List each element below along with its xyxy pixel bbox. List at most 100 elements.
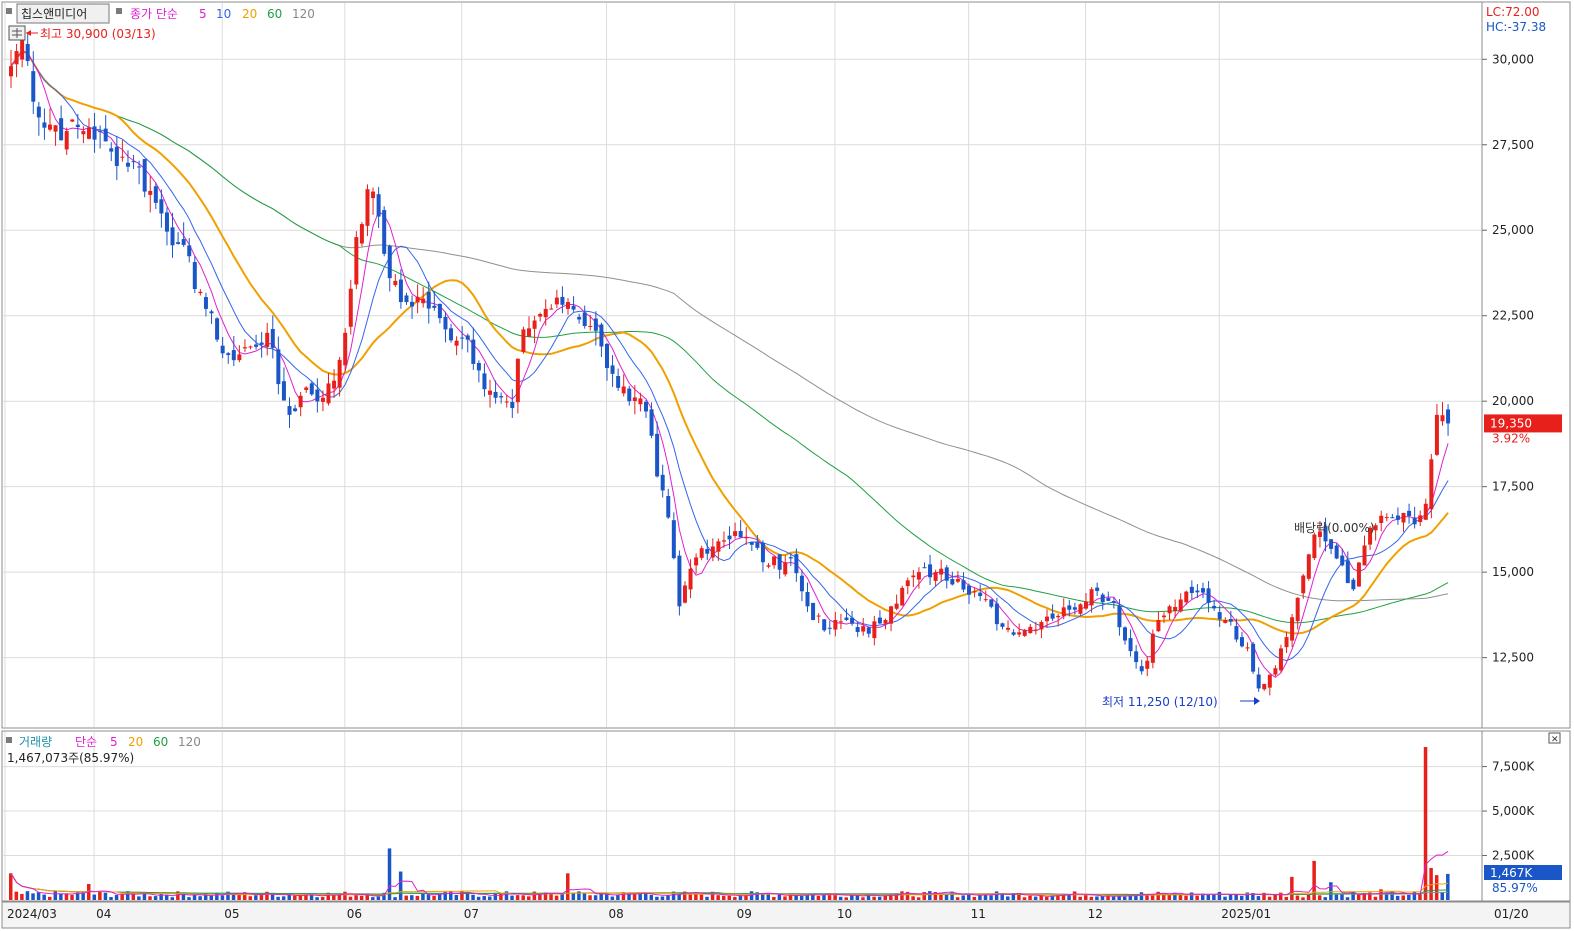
volume-ma-60[interactable]: 60: [153, 735, 168, 749]
volume-bar: [1390, 891, 1394, 900]
candle-body: [1356, 562, 1361, 587]
candle-body: [36, 106, 41, 118]
current-volume-tag: [1484, 865, 1562, 880]
ma-legend-label[interactable]: 종가 단순: [130, 7, 178, 21]
ma-legend-120[interactable]: 120: [292, 7, 315, 21]
volume-bar: [939, 892, 943, 900]
volume-bar: [1089, 896, 1094, 900]
hc-label: HC:-37.38: [1486, 20, 1546, 34]
candle-body: [699, 548, 704, 558]
volume-ma-label[interactable]: 단순: [75, 735, 97, 749]
ma-legend-5[interactable]: 5: [199, 7, 207, 21]
candle-body: [92, 126, 97, 140]
low-label: 최저 11,250 (12/10): [1102, 695, 1218, 709]
candle-body: [716, 541, 721, 552]
candle-body: [1312, 534, 1317, 559]
candle-body: [677, 555, 682, 607]
volume-bar: [359, 895, 364, 900]
candle-body: [20, 35, 25, 60]
candle-body: [571, 305, 576, 310]
volume-bar: [1050, 895, 1055, 900]
candle-body: [1184, 591, 1189, 603]
volume-bar: [209, 895, 214, 900]
volume-bar: [293, 895, 297, 900]
candle-body: [889, 606, 894, 624]
candle-body: [1273, 668, 1278, 675]
volume-bar: [1078, 896, 1082, 900]
volume-bar: [604, 893, 609, 900]
candle-body: [393, 280, 398, 286]
ma-legend-60[interactable]: 60: [267, 7, 282, 21]
price-tick-label: 22,500: [1492, 309, 1534, 323]
candle-body: [521, 329, 526, 352]
volume-bar: [1290, 876, 1294, 900]
candle-body: [721, 540, 726, 542]
current-change: 3.92%: [1492, 431, 1530, 445]
ma-legend-20[interactable]: 20: [242, 7, 257, 21]
volume-bar: [92, 894, 97, 900]
candle-body: [365, 189, 370, 226]
candle-body: [1161, 615, 1166, 618]
volume-bar: [1278, 892, 1283, 900]
volume-bar: [1256, 896, 1261, 900]
candle-body: [1351, 579, 1356, 590]
volume-bar: [582, 893, 587, 900]
price-tick-label: 30,000: [1492, 52, 1534, 66]
candle-body: [131, 161, 136, 163]
volume-bar: [465, 892, 470, 900]
volume-bar: [170, 897, 175, 900]
candle-body: [1189, 586, 1194, 593]
volume-bar: [376, 896, 381, 900]
candle-body: [850, 617, 855, 624]
candle-body: [822, 619, 827, 631]
candle-body: [794, 554, 799, 574]
volume-bar: [226, 891, 230, 900]
candle-body: [1178, 599, 1183, 612]
candle-body: [922, 567, 927, 569]
candle-body: [465, 335, 470, 340]
high-arrow-head-icon: [26, 30, 31, 36]
stock-name[interactable]: 칩스앤미디어: [21, 7, 87, 21]
candle-body: [1123, 627, 1127, 641]
volume-bar: [521, 895, 525, 900]
stock-selector[interactable]: [16, 3, 110, 24]
volume-bar: [1061, 894, 1066, 900]
candle-body: [978, 592, 983, 597]
volume-ma-5[interactable]: 5: [110, 735, 118, 749]
candle-body: [31, 71, 36, 102]
volume-bar: [1440, 892, 1444, 900]
ma-legend-10[interactable]: 10: [216, 7, 231, 21]
candle-body: [137, 166, 142, 168]
candle-body: [749, 541, 754, 545]
volume-ma-20[interactable]: 20: [128, 735, 143, 749]
close-panel-button[interactable]: [1548, 732, 1561, 744]
high-label: 최고 30,900 (03/13): [40, 27, 156, 41]
volume-bar: [304, 894, 308, 900]
volume-bar: [649, 894, 654, 900]
candle-body: [783, 562, 788, 575]
candle-body: [1379, 515, 1384, 523]
volume-bar: [298, 894, 303, 900]
volume-bar: [242, 892, 247, 900]
candle-body: [1056, 615, 1061, 618]
candle-body: [454, 340, 459, 346]
volume-bar: [265, 891, 269, 900]
volume-bar: [398, 871, 403, 900]
volume-ma-120[interactable]: 120: [178, 735, 201, 749]
candle-body: [1262, 683, 1267, 690]
candle-body: [47, 124, 52, 130]
volume-bar: [1189, 892, 1194, 900]
candle-body: [187, 245, 192, 257]
volume-bar: [504, 891, 509, 900]
volume-bar: [164, 895, 169, 900]
volume-bar: [749, 891, 754, 900]
volume-bar: [755, 892, 759, 900]
volume-bar: [410, 895, 414, 900]
volume-bar: [994, 891, 999, 900]
volume-bar: [1245, 892, 1250, 900]
candle-body: [109, 148, 114, 152]
close-icon[interactable]: ✕: [1551, 735, 1559, 745]
volume-bar: [248, 896, 253, 900]
volume-title[interactable]: 거래량: [19, 735, 52, 749]
date-tick-label: 05: [224, 907, 239, 921]
